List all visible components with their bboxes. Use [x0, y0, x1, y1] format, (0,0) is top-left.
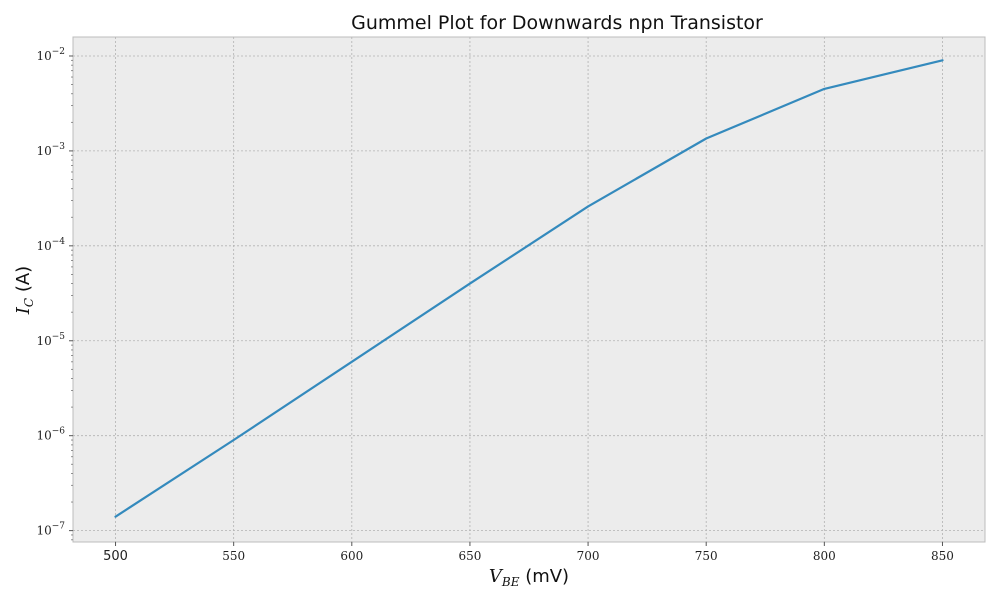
- grid: [73, 37, 985, 542]
- series-layer: [114, 59, 944, 518]
- chart-title: Gummel Plot for Downwards npn Transistor: [351, 12, 763, 34]
- plot-area: [72, 36, 986, 543]
- x-tick-label: 850: [931, 549, 954, 563]
- y-tick-label: 10−5: [36, 332, 65, 348]
- x-tick-label: 800: [813, 549, 836, 563]
- x-tick-label: 500: [103, 549, 128, 564]
- y-tick-label: 10−6: [36, 427, 65, 443]
- x-tick-label: 550: [222, 549, 245, 563]
- y-tick-label: 10−4: [36, 237, 65, 253]
- x-tick-label: 700: [577, 549, 600, 563]
- y-tick-label: 10−7: [36, 522, 65, 538]
- x-tick-label: 650: [458, 549, 481, 563]
- x-tick-label: 600: [340, 549, 363, 563]
- series-line: [114, 59, 944, 518]
- y-axis-label: IC (A): [13, 266, 36, 315]
- x-axis-label: VBE (mV): [489, 566, 569, 589]
- y-tick-label: 10−2: [36, 47, 65, 63]
- ticks: 500 550 600 650 700 750 800 850 10−7 10−6 10−5 10−4…: [36, 47, 953, 564]
- y-tick-label: 10−3: [36, 142, 65, 158]
- x-tick-label: 750: [695, 549, 718, 563]
